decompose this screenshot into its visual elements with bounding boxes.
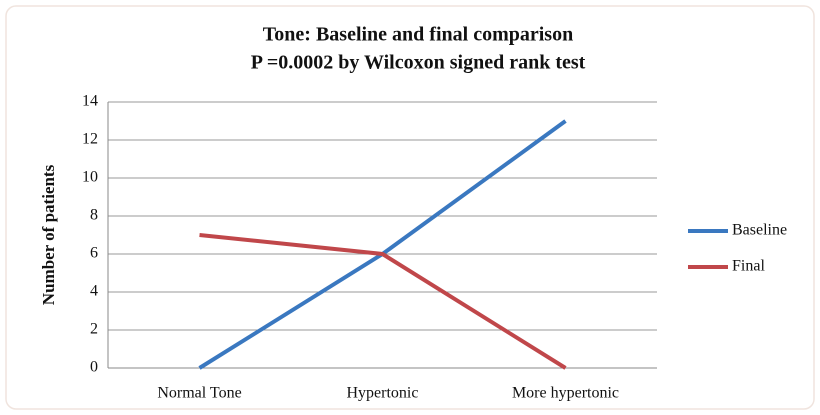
x-tick-label: Hypertonic	[347, 385, 419, 402]
y-tick-label: 4	[90, 283, 98, 300]
legend-label: Baseline	[732, 222, 787, 239]
y-axis-label: Number of patients	[39, 164, 58, 305]
chart-subtitle: P =0.0002 by Wilcoxon signed rank test	[251, 52, 586, 74]
legend-label: Final	[732, 258, 765, 275]
y-tick-label: 8	[90, 207, 98, 224]
y-tick-label: 6	[90, 245, 98, 262]
series-line	[199, 233, 567, 370]
y-tick-label: 14	[82, 93, 98, 110]
y-tick-label: 0	[90, 359, 98, 376]
y-tick-label: 12	[82, 131, 98, 148]
chart-title: Tone: Baseline and final comparison	[263, 24, 573, 46]
y-tick-label: 10	[82, 169, 98, 186]
y-tick-label: 2	[90, 321, 98, 338]
x-tick-label: Normal Tone	[157, 385, 241, 402]
x-tick-label: More hypertonic	[512, 385, 619, 402]
frame	[5, 5, 815, 410]
